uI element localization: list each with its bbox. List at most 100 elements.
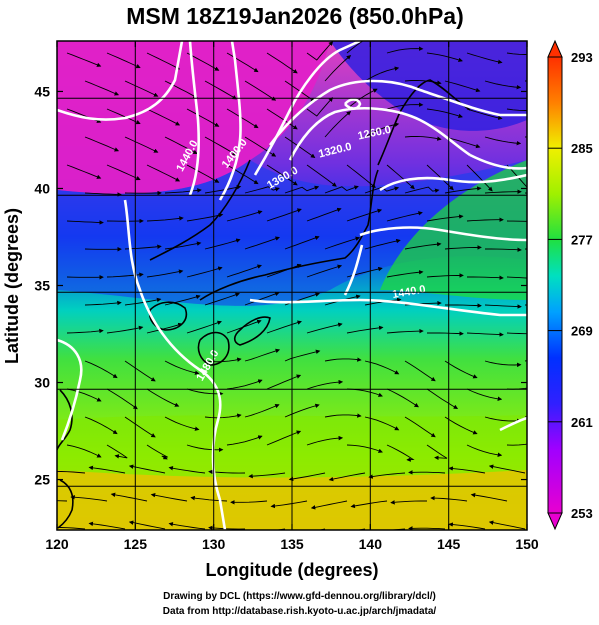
streamline — [66, 388, 102, 402]
streamline — [408, 526, 446, 530]
streamline — [204, 136, 237, 156]
streamline — [488, 464, 526, 474]
streamline — [484, 189, 522, 194]
streamline — [404, 241, 442, 250]
streamline — [466, 332, 504, 337]
streamline — [110, 492, 148, 502]
streamline — [66, 52, 102, 67]
streamline — [466, 217, 504, 222]
streamline — [266, 430, 302, 446]
x-tick-label: 135 — [280, 536, 304, 552]
streamline — [150, 493, 188, 502]
streamline — [306, 264, 343, 278]
colorbar-ticks: 293 285 277 269 261 253 — [548, 50, 593, 521]
colorbar-ramp — [547, 56, 563, 514]
colorbar-tick-label: 293 — [571, 50, 593, 65]
streamline — [266, 208, 302, 222]
streamline — [106, 325, 144, 334]
streamline — [404, 135, 442, 141]
streamline — [266, 320, 302, 334]
x-tick-label: 120 — [45, 536, 69, 552]
streamline — [386, 388, 419, 408]
x-tick-label: 125 — [124, 536, 148, 552]
streamline — [208, 525, 246, 530]
streamline — [124, 80, 159, 97]
streamline — [386, 211, 423, 222]
streamline — [390, 500, 427, 505]
streamline — [244, 186, 280, 194]
streamline — [466, 108, 503, 120]
streamline — [146, 164, 181, 182]
streamline — [124, 360, 156, 382]
streamline — [306, 164, 337, 187]
streamline — [444, 360, 478, 379]
streamline — [324, 236, 361, 250]
streamline — [484, 416, 522, 424]
streamline — [106, 108, 141, 125]
streamline — [350, 500, 388, 509]
streamline — [146, 52, 181, 70]
streamline — [204, 185, 242, 194]
streamline — [404, 360, 436, 382]
streamline — [168, 522, 206, 530]
streamline — [244, 136, 277, 157]
streamline — [106, 164, 141, 181]
x-tick-label: 150 — [515, 536, 539, 552]
streamline — [386, 164, 415, 190]
streamline — [168, 466, 206, 474]
streamline — [306, 322, 343, 334]
streamline — [226, 164, 259, 185]
streamline — [408, 470, 446, 475]
streamline — [484, 136, 522, 146]
streamline — [124, 297, 162, 306]
coastlines — [57, 79, 471, 529]
x-tick-label: 145 — [437, 536, 461, 552]
streamline — [427, 331, 464, 336]
streamline — [426, 214, 464, 222]
streamline — [466, 444, 503, 457]
streamline — [284, 235, 320, 250]
streamline — [204, 413, 242, 419]
streamline — [66, 328, 104, 334]
streamline — [186, 388, 224, 397]
streamline — [88, 521, 126, 530]
y-tick-label: 45 — [34, 83, 50, 99]
streamline — [466, 388, 503, 401]
streamline — [346, 444, 383, 453]
streamline — [88, 465, 126, 474]
streamline — [484, 360, 522, 368]
streamline — [306, 379, 344, 390]
streamline — [84, 80, 120, 96]
streamline — [306, 207, 342, 222]
streamline — [84, 300, 122, 306]
streamline — [324, 413, 362, 418]
streamline — [306, 435, 344, 446]
streamline — [124, 136, 159, 153]
streamline — [57, 500, 68, 502]
streamline — [146, 322, 183, 334]
streamline — [244, 236, 280, 250]
streamline — [306, 97, 334, 117]
streamline — [488, 520, 526, 530]
streamline — [204, 357, 242, 363]
streamline — [484, 80, 522, 90]
streamline — [146, 388, 180, 407]
y-tick-label: 35 — [34, 278, 50, 294]
streamline — [324, 55, 352, 82]
streamline — [106, 388, 138, 410]
streamline — [244, 348, 281, 362]
streamline — [310, 500, 348, 510]
streamline — [346, 41, 364, 54]
streamline — [164, 80, 198, 99]
colorbar-tick-label: 269 — [571, 324, 593, 339]
credit-data: Data from http://database.rish.kyoto-u.a… — [162, 606, 437, 617]
streamline — [164, 188, 202, 194]
streamline — [324, 357, 362, 362]
streamline — [226, 108, 259, 129]
streamline — [84, 192, 122, 197]
streamline — [146, 216, 184, 222]
chart-title: MSM 18Z19Jan2026 (850.0hPa) — [126, 3, 464, 29]
streamline — [57, 470, 86, 474]
streamline — [506, 443, 527, 446]
